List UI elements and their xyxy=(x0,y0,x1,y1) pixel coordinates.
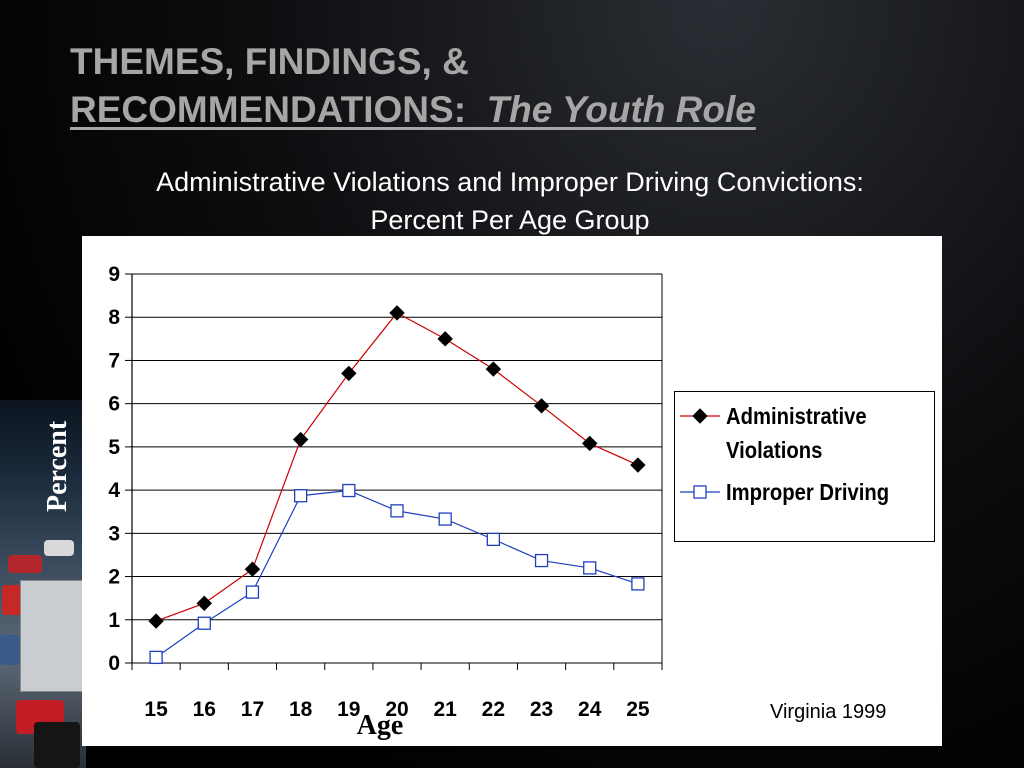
y-tick-label-2: 2 xyxy=(108,566,120,589)
point-admin-24 xyxy=(582,435,598,452)
x-tick-label-22: 22 xyxy=(482,698,505,721)
x-axis-label: Age xyxy=(356,710,404,741)
title-line-2: RECOMMENDATIONS: The Youth Role xyxy=(70,86,756,134)
source-note: Virginia 1999 xyxy=(770,701,887,723)
y-tick-label-8: 8 xyxy=(108,306,120,329)
subtitle-line-1: Administrative Violations and Improper D… xyxy=(156,167,864,197)
point-admin-23 xyxy=(533,398,550,414)
x-tick-label-21: 21 xyxy=(434,698,458,721)
x-tick-label-17: 17 xyxy=(241,698,264,721)
point-improper-18 xyxy=(293,489,308,503)
traffic-photo xyxy=(0,400,86,768)
y-tick-label-9: 9 xyxy=(108,263,120,286)
x-tick-label-20: 20 xyxy=(385,698,408,721)
chart-subtitle: Administrative Violations and Improper D… xyxy=(40,163,980,239)
y-tick-label-5: 5 xyxy=(108,436,120,459)
y-tick-label-4: 4 xyxy=(108,479,120,502)
y-axis-label: Percent xyxy=(42,420,73,512)
chart-legend: Administrative Violations Improper Drivi… xyxy=(674,391,935,542)
point-admin-18 xyxy=(292,431,309,448)
point-improper-21 xyxy=(438,512,452,526)
point-admin-17 xyxy=(244,561,261,577)
point-admin-20 xyxy=(389,305,405,321)
legend-label-admin-line-2: Violations xyxy=(726,437,823,463)
x-tick-label-15: 15 xyxy=(144,698,168,721)
point-improper-20 xyxy=(390,504,404,518)
point-admin-21 xyxy=(437,331,453,347)
x-tick-label-25: 25 xyxy=(626,698,650,721)
point-improper-16 xyxy=(197,616,211,630)
x-tick-label-23: 23 xyxy=(530,698,553,721)
point-improper-23 xyxy=(534,553,549,568)
y-tick-label-6: 6 xyxy=(108,393,120,416)
legend-marker-square-icon xyxy=(680,485,720,499)
y-tick-label-3: 3 xyxy=(108,522,120,545)
legend-label-admin-line-1: Administrative xyxy=(726,403,867,429)
point-admin-22 xyxy=(485,361,502,377)
point-admin-16 xyxy=(196,595,212,612)
legend-marker-diamond-icon xyxy=(680,408,720,424)
point-improper-24 xyxy=(583,561,597,575)
y-tick-label-1: 1 xyxy=(108,609,120,632)
title-line-1: THEMES, FINDINGS, & xyxy=(70,41,469,82)
x-tick-label-19: 19 xyxy=(337,698,360,721)
point-improper-17 xyxy=(245,585,260,599)
y-tick-label-7: 7 xyxy=(108,349,120,372)
point-improper-19 xyxy=(342,483,356,498)
subtitle-line-2: Percent Per Age Group xyxy=(370,205,650,235)
x-tick-label-24: 24 xyxy=(578,698,602,721)
y-tick-label-0: 0 xyxy=(108,652,120,675)
slide-title: THEMES, FINDINGS, & RECOMMENDATIONS: The… xyxy=(70,38,756,134)
point-improper-25 xyxy=(631,577,645,591)
legend-label-improper: Improper Driving xyxy=(726,479,890,505)
point-admin-15 xyxy=(148,613,164,629)
title-line-2-italic: The Youth Role xyxy=(486,89,756,130)
x-tick-label-18: 18 xyxy=(289,698,313,721)
point-improper-22 xyxy=(486,532,501,547)
title-line-2-main: RECOMMENDATIONS: xyxy=(70,89,467,130)
x-tick-label-16: 16 xyxy=(193,698,216,721)
point-admin-25 xyxy=(630,457,646,473)
series-line-administrative-violations xyxy=(155,312,639,622)
point-improper-15 xyxy=(149,650,163,665)
point-admin-19 xyxy=(341,365,357,382)
